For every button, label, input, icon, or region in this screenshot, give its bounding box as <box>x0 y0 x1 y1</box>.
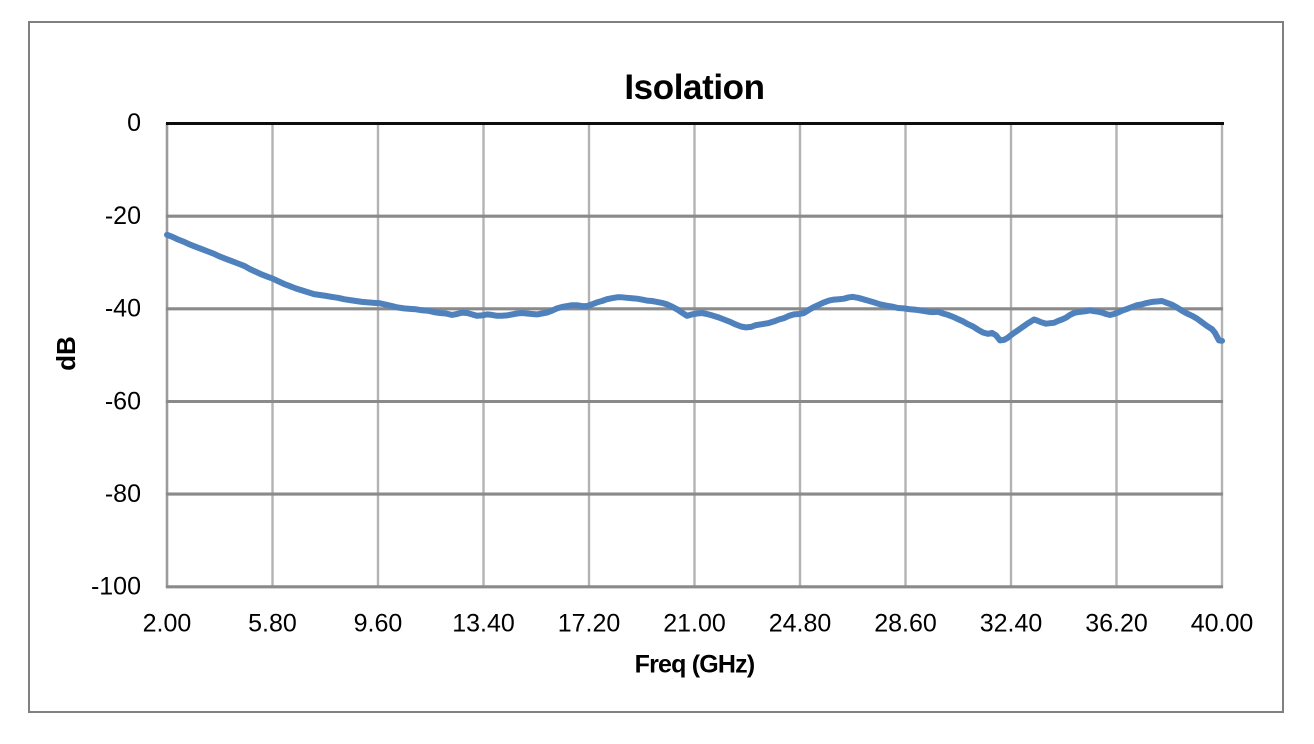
svg-text:24.80: 24.80 <box>769 610 832 638</box>
svg-text:32.40: 32.40 <box>980 610 1043 638</box>
svg-text:-40: -40 <box>105 295 141 323</box>
svg-text:28.60: 28.60 <box>874 610 937 638</box>
svg-text:-100: -100 <box>91 573 141 601</box>
svg-text:-60: -60 <box>105 387 141 415</box>
svg-text:-20: -20 <box>105 202 141 230</box>
svg-text:40.00: 40.00 <box>1191 610 1254 638</box>
svg-text:0: 0 <box>127 109 141 137</box>
svg-text:Isolation: Isolation <box>624 68 764 107</box>
svg-text:2.00: 2.00 <box>143 610 192 638</box>
svg-text:Freq (GHz): Freq (GHz) <box>635 651 755 679</box>
svg-text:5.80: 5.80 <box>248 610 297 638</box>
svg-text:-80: -80 <box>105 480 141 508</box>
svg-text:17.20: 17.20 <box>558 610 621 638</box>
svg-text:dB: dB <box>51 336 81 371</box>
svg-text:9.60: 9.60 <box>354 610 403 638</box>
svg-text:21.00: 21.00 <box>663 610 726 638</box>
svg-text:36.20: 36.20 <box>1085 610 1148 638</box>
svg-text:13.40: 13.40 <box>452 610 515 638</box>
